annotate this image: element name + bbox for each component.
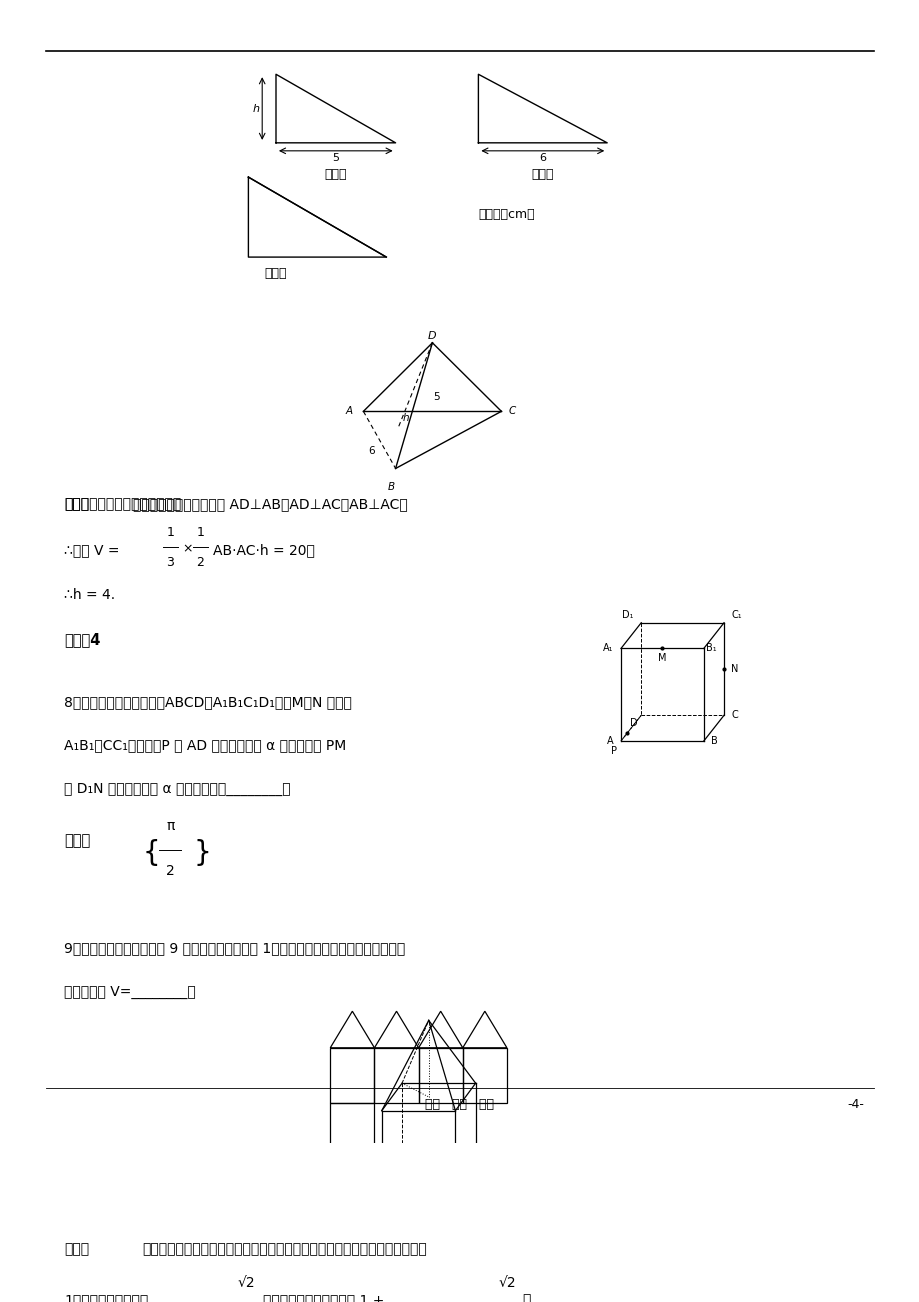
Text: B: B bbox=[387, 482, 394, 492]
Text: √2: √2 bbox=[237, 1276, 255, 1290]
Text: 与 D₁N 所成的角，则 α 的取值集合为________．: 与 D₁N 所成的角，则 α 的取值集合为________． bbox=[64, 781, 290, 796]
Text: 5: 5 bbox=[433, 392, 440, 402]
Text: h: h bbox=[252, 104, 259, 113]
Text: B: B bbox=[710, 736, 717, 746]
Text: 9．已知一个凸多面体共有 9 个面，所有棱长均为 1，其平面展开图如图所示，则该凸多: 9．已知一个凸多面体共有 9 个面，所有棱长均为 1，其平面展开图如图所示，则该… bbox=[64, 941, 405, 956]
Text: √2: √2 bbox=[498, 1276, 516, 1290]
Text: 正视图: 正视图 bbox=[324, 168, 346, 181]
Text: 解析：: 解析： bbox=[64, 497, 89, 512]
Text: 3: 3 bbox=[166, 556, 174, 569]
Text: 6: 6 bbox=[539, 152, 546, 163]
Text: AB·AC·h = 20，: AB·AC·h = 20， bbox=[213, 543, 315, 557]
Text: N: N bbox=[731, 664, 738, 674]
Text: B₁: B₁ bbox=[705, 643, 716, 654]
Text: ×: × bbox=[182, 543, 192, 556]
Text: D: D bbox=[630, 717, 637, 728]
Text: ．: ． bbox=[522, 1293, 530, 1302]
Text: （单位：cm）: （单位：cm） bbox=[478, 208, 535, 221]
Text: 1: 1 bbox=[197, 526, 204, 539]
Text: 答案：4: 答案：4 bbox=[64, 631, 101, 647]
Text: A₁: A₁ bbox=[603, 643, 613, 654]
Text: 直观图如图，则三棱锥中 AD⊥AB，AD⊥AC，AB⊥AC，: 直观图如图，则三棱锥中 AD⊥AB，AD⊥AC，AB⊥AC， bbox=[133, 497, 408, 512]
Text: 5: 5 bbox=[332, 152, 339, 163]
Text: 8．如图所示，在正方体，ABCD－A₁B₁C₁D₁中，M、N 分别为: 8．如图所示，在正方体，ABCD－A₁B₁C₁D₁中，M、N 分别为 bbox=[64, 695, 352, 708]
Text: A: A bbox=[345, 406, 352, 417]
Text: }: } bbox=[193, 838, 210, 867]
Text: h: h bbox=[403, 413, 409, 423]
Text: A: A bbox=[607, 736, 613, 746]
Text: ∴体积 V =: ∴体积 V = bbox=[64, 543, 124, 557]
Text: 2: 2 bbox=[165, 863, 175, 878]
Text: ，故该凸多面体的体积为 1 +: ，故该凸多面体的体积为 1 + bbox=[263, 1293, 384, 1302]
Text: 面体的体积 V=________．: 面体的体积 V=________． bbox=[64, 984, 196, 999]
Text: A₁B₁，CC₁的中点，P 为 AD 上一动点，记 α 为异面直线 PM: A₁B₁，CC₁的中点，P 为 AD 上一动点，记 α 为异面直线 PM bbox=[64, 738, 346, 753]
Text: 用心   爱心   专心: 用心 爱心 专心 bbox=[425, 1099, 494, 1112]
Text: D: D bbox=[427, 331, 437, 341]
Text: ∴h = 4.: ∴h = 4. bbox=[64, 589, 116, 603]
Text: {: { bbox=[142, 838, 160, 867]
Text: C₁: C₁ bbox=[731, 611, 742, 620]
Text: P: P bbox=[610, 746, 617, 755]
Text: 2: 2 bbox=[197, 556, 204, 569]
Text: D₁: D₁ bbox=[621, 611, 633, 620]
Text: 答案：: 答案： bbox=[64, 833, 91, 848]
Text: 侧视图: 侧视图 bbox=[531, 168, 553, 181]
Text: 该几何体形状如图所示，是一个正方体与正四棱锥的组合体，正方体的体积是: 该几何体形状如图所示，是一个正方体与正四棱锥的组合体，正方体的体积是 bbox=[142, 1242, 427, 1256]
Text: 解析：: 解析： bbox=[64, 1242, 89, 1256]
Text: 解析：直观图如图，则三棱锥中: 解析：直观图如图，则三棱锥中 bbox=[64, 497, 181, 512]
Text: -4-: -4- bbox=[846, 1099, 863, 1112]
Text: 6: 6 bbox=[368, 445, 375, 456]
Text: 1: 1 bbox=[166, 526, 174, 539]
Text: 1，正四棱锥的体积是: 1，正四棱锥的体积是 bbox=[64, 1293, 149, 1302]
Text: 俯视图: 俯视图 bbox=[265, 267, 287, 280]
Text: M: M bbox=[657, 654, 666, 663]
Text: π: π bbox=[165, 819, 175, 833]
Text: C: C bbox=[508, 406, 516, 417]
Text: C: C bbox=[731, 711, 737, 720]
